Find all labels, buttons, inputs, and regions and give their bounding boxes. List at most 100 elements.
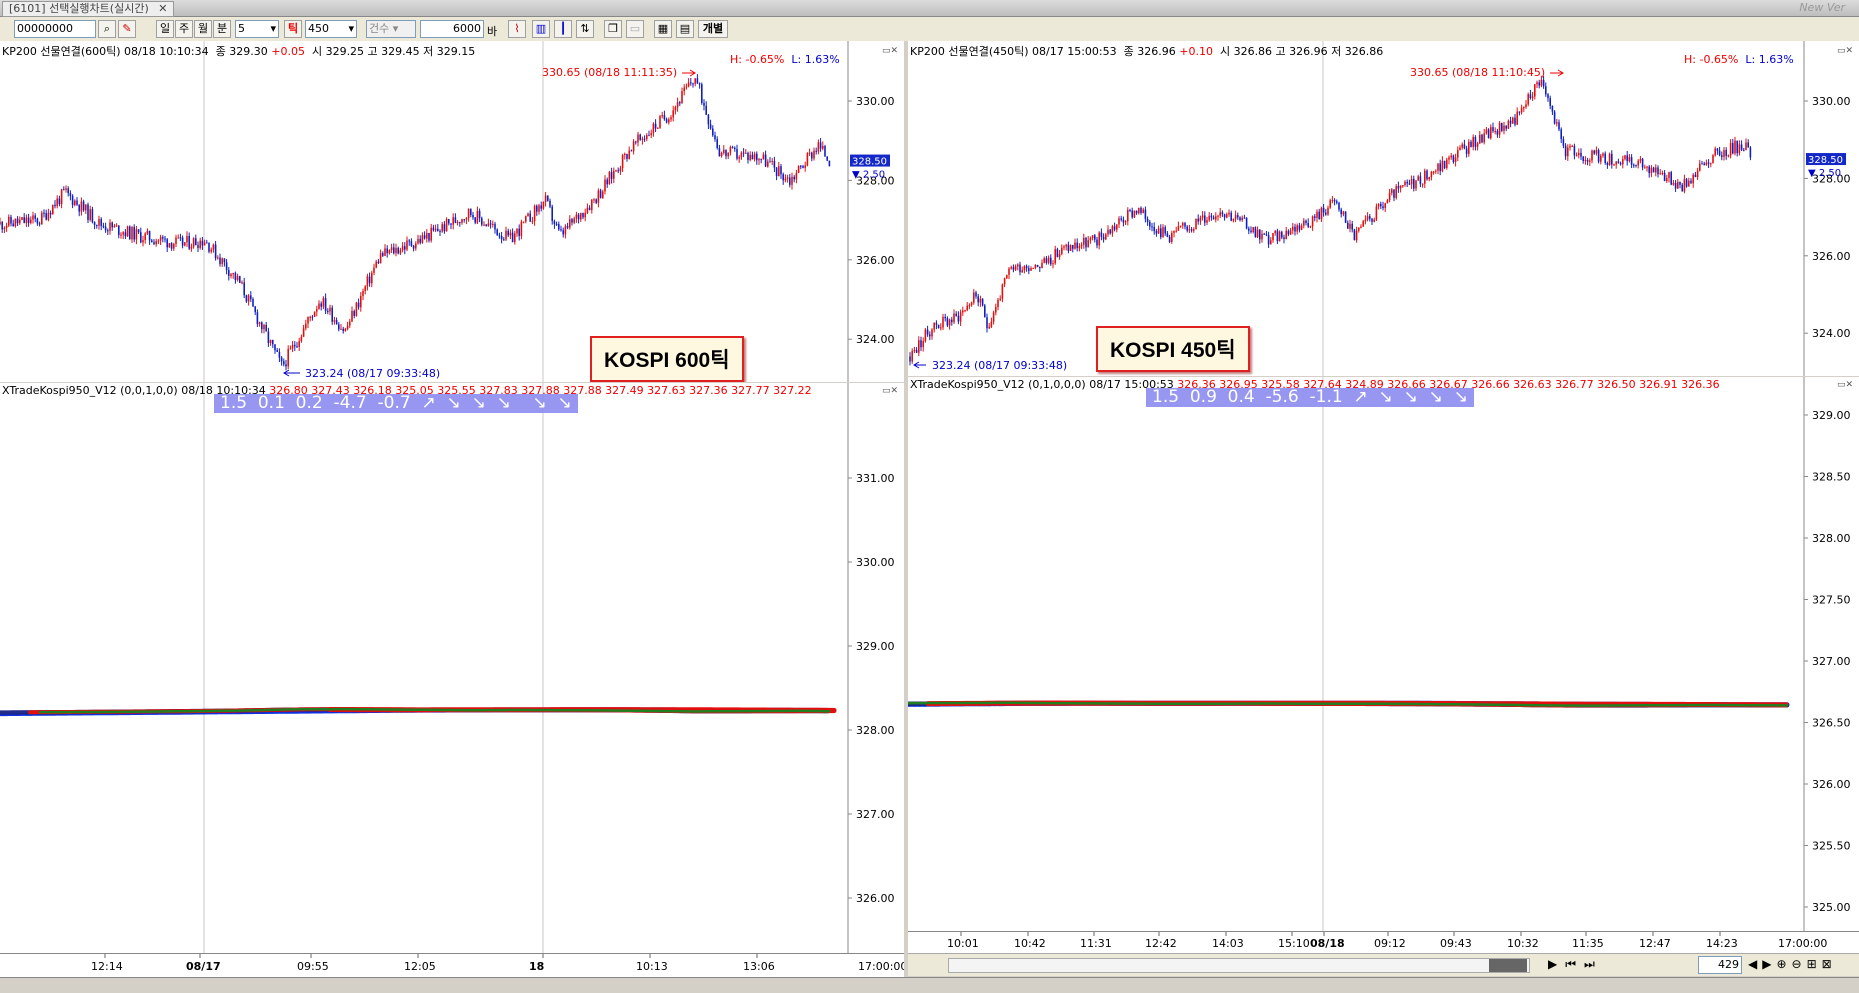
candle-body (1487, 129, 1490, 139)
minute-select[interactable]: 5 ▾ (235, 20, 279, 38)
candle-body (175, 237, 177, 245)
candle-body (997, 299, 999, 308)
scroll-count-input[interactable]: 429 (1698, 956, 1742, 974)
candle-body (1100, 232, 1103, 237)
candle-body (21, 217, 23, 220)
candle-body (428, 232, 430, 241)
price-line-green (908, 701, 1789, 707)
paste-icon[interactable]: ▭ (626, 20, 644, 38)
candle-body (1540, 79, 1543, 86)
candle-body (1311, 216, 1314, 227)
candle-body (382, 253, 384, 256)
left-price-panel[interactable]: 330.00 328.00 326.00 324.00 330.65 (08/18 11… (0, 41, 904, 382)
candle-body (184, 242, 186, 246)
window-tab[interactable]: [6101] 선택실행차트(실시간) ✕ (2, 1, 175, 17)
candle-body (1318, 211, 1320, 220)
candle-body (1322, 207, 1325, 213)
bar-chart-icon[interactable]: ▥ (532, 20, 550, 38)
candle-body (120, 234, 122, 236)
candle-body (1182, 223, 1184, 226)
week-button[interactable]: 주 (175, 20, 193, 38)
candle-body (1426, 170, 1428, 180)
candle-body (1452, 155, 1455, 162)
candle-body (146, 231, 149, 234)
bars-input[interactable]: 6000 (420, 20, 484, 38)
candle-body (1047, 257, 1050, 263)
candle-body (115, 225, 118, 227)
candle-body (316, 309, 318, 312)
low-arrow (913, 361, 926, 369)
candle-icon[interactable]: ┃ (554, 20, 572, 38)
candle-body (129, 226, 131, 240)
left-indicator-panel[interactable]: 331.00 330.00 329.00 328.00 327.00 326.00 ▭✕ X… (0, 383, 904, 953)
candle-body (441, 224, 443, 232)
right-price-panel[interactable]: 330.00 328.00 326.00 324.00 330.65 (08/18 11… (908, 41, 1859, 376)
count-select[interactable]: 건수 ▾ (366, 20, 416, 38)
tick-select[interactable]: 450 ▾ (305, 20, 357, 38)
next-icon[interactable]: ▶ (1548, 957, 1566, 971)
print-icon[interactable]: ▦ (654, 20, 672, 38)
candle-body (327, 310, 329, 312)
left-close-label: 종 329.30 (215, 45, 268, 58)
candle-body (503, 239, 505, 241)
last-icon[interactable]: ⏭ (1584, 957, 1603, 971)
ind-tick-label: 325.00 (1812, 901, 1851, 914)
candle-body (397, 247, 399, 254)
candle-body (1410, 178, 1413, 185)
candle-body (1479, 134, 1481, 144)
day-button[interactable]: 일 (156, 20, 174, 38)
candle-body (1505, 125, 1507, 129)
close-icon[interactable]: ✕ (158, 2, 168, 15)
candle-body (1250, 230, 1252, 233)
candle-body (437, 228, 439, 232)
candle-body (1287, 230, 1290, 235)
zoom-in-icon[interactable]: ⊕ (1776, 957, 1792, 971)
prev-icon[interactable]: ◀ (1748, 957, 1763, 971)
candle-body (1740, 144, 1743, 150)
candle-body (1085, 237, 1087, 248)
scrollbar-thumb[interactable] (1489, 959, 1527, 972)
right-indicator-panel[interactable]: 329.00 328.50 328.00 327.50 327.00 326.50 326.… (908, 377, 1859, 931)
time-tick-label: 10:32 (1507, 937, 1539, 950)
candle-body (410, 241, 413, 246)
scrollbar-track[interactable] (948, 958, 1530, 973)
candle-body (701, 84, 703, 103)
individual-button[interactable]: 개별 (698, 20, 728, 38)
candle-body (19, 219, 21, 224)
first-icon[interactable]: ⏮ (1565, 957, 1585, 971)
fit-icon[interactable]: ⊠ (1821, 957, 1837, 971)
candle-body (1303, 220, 1305, 226)
minute-button[interactable]: 분 (213, 20, 231, 38)
eraser-icon[interactable]: ✎ (118, 20, 136, 38)
candle-body (1437, 163, 1439, 171)
next-page-icon[interactable]: ▶ (1762, 957, 1777, 971)
candle-body (707, 114, 710, 125)
candle-body (1061, 247, 1063, 254)
zoom-out-icon[interactable]: ⊖ (1791, 957, 1807, 971)
candle-body (170, 243, 173, 249)
candle-body (465, 218, 468, 220)
candle-body (1307, 222, 1309, 227)
candle-body (571, 219, 573, 223)
candle-body (1619, 163, 1622, 165)
search-icon[interactable]: ⌕ (98, 20, 116, 38)
candle-body (511, 232, 514, 243)
grid-icon[interactable]: ▤ (676, 20, 694, 38)
candle-body (1098, 232, 1100, 246)
candle-body (1446, 159, 1448, 168)
candle-body (509, 232, 512, 236)
candle-body (329, 307, 331, 312)
code-input[interactable]: 00000000 (14, 20, 96, 38)
candle-body (1371, 218, 1373, 222)
line-chart-icon[interactable]: ⌇ (508, 20, 526, 38)
sort-icon[interactable]: ⇅ (576, 20, 594, 38)
tick-button[interactable]: 틱 (284, 20, 302, 38)
copy-icon[interactable]: ❐ (604, 20, 622, 38)
candle-body (1340, 209, 1342, 215)
month-button[interactable]: 월 (194, 20, 212, 38)
candle-body (793, 176, 795, 180)
candle-body (657, 127, 659, 129)
expand-icon[interactable]: ⊞ (1806, 957, 1822, 971)
candle-body (1186, 226, 1188, 231)
left-ohl: 시 329.25 고 329.45 저 329.15 (311, 45, 476, 58)
